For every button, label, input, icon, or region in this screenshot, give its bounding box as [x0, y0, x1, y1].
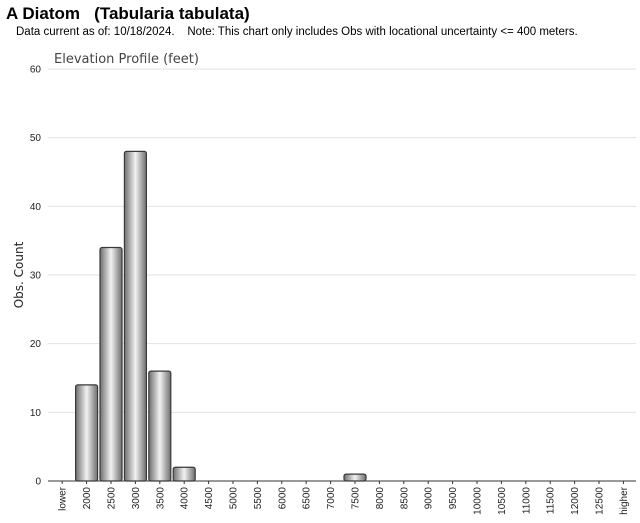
bar — [148, 370, 172, 482]
x-tick-label: higher — [619, 486, 630, 514]
x-tick-label: 10000 — [473, 487, 484, 515]
x-tick-label: 11500 — [546, 487, 557, 515]
y-tick-label: 40 — [30, 202, 42, 213]
x-tick-label: 2000 — [82, 487, 93, 510]
x-tick-label: 8500 — [399, 487, 410, 510]
x-tick-label: 5500 — [253, 487, 264, 510]
x-tick-label: 12000 — [570, 487, 581, 515]
bar — [123, 150, 148, 482]
x-tick-label: 4000 — [180, 487, 191, 510]
x-tick-label: 4500 — [204, 487, 215, 510]
x-tick-label: 5000 — [229, 487, 240, 510]
chart-title: Elevation Profile (feet) — [54, 52, 199, 67]
bar — [343, 473, 367, 482]
x-tick-label: 7500 — [351, 487, 362, 510]
x-tick-label: 8000 — [375, 487, 386, 510]
y-tick-label: 30 — [30, 271, 42, 282]
x-tick-label: 11000 — [521, 487, 532, 515]
y-axis-label: Obs. Count — [12, 241, 26, 308]
x-tick-label: 9000 — [424, 487, 435, 510]
x-tick-label: 6500 — [302, 487, 313, 510]
x-tick-label: 3000 — [131, 487, 142, 510]
x-tick-label: 2500 — [107, 487, 118, 510]
x-tick-label: 9500 — [448, 487, 459, 510]
data-note: Data current as of: 10/18/2024. Note: Th… — [16, 26, 578, 38]
y-tick-label: 0 — [35, 477, 41, 488]
x-tick-label: 6000 — [277, 487, 288, 510]
x-tick-label: 3500 — [155, 487, 166, 510]
y-tick-label: 60 — [30, 65, 42, 76]
page-title: A Diatom (Tabularia tabulata) — [6, 4, 250, 23]
bar — [99, 246, 123, 482]
y-tick-label: 20 — [30, 339, 42, 350]
x-tick-label: lower — [58, 486, 69, 511]
x-tick-label: 12500 — [595, 487, 606, 515]
y-tick-label: 50 — [30, 133, 42, 144]
x-tick-label: 10500 — [497, 487, 508, 515]
bar — [74, 384, 99, 482]
x-tick-label: 7000 — [326, 487, 337, 510]
bar — [172, 466, 196, 482]
y-tick-label: 10 — [30, 408, 42, 419]
